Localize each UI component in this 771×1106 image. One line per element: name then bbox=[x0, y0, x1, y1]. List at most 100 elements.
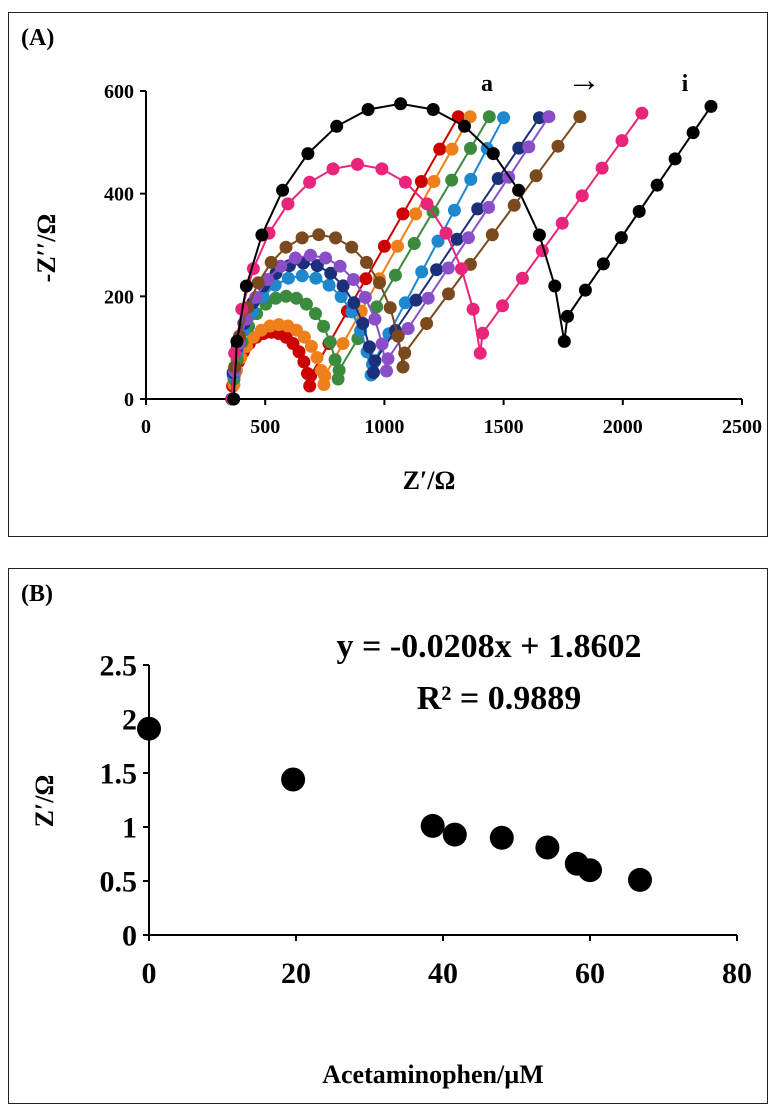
x-tick-label: 60 bbox=[575, 957, 605, 990]
series-point bbox=[303, 379, 317, 393]
series-point bbox=[318, 369, 332, 383]
series-end-label: i bbox=[682, 71, 689, 97]
series-point bbox=[295, 269, 309, 283]
series-point bbox=[328, 353, 342, 367]
y-tick-label: 1 bbox=[122, 812, 137, 845]
nyquist-plot: (A) 0 500 1000 1500 2000 2500 0 200 400 600 a → i… bbox=[21, 25, 762, 495]
series-start-label: a bbox=[481, 71, 493, 97]
series-point bbox=[345, 240, 359, 254]
y-tick-label: 0 bbox=[122, 920, 137, 953]
series-point bbox=[279, 289, 293, 303]
calibration-points bbox=[137, 716, 652, 892]
series-point bbox=[431, 234, 445, 248]
series-point bbox=[529, 169, 543, 183]
y-tick-label: 2.5 bbox=[100, 650, 138, 683]
y-tick-label: 400 bbox=[104, 184, 134, 206]
series-point bbox=[289, 291, 303, 305]
series-point bbox=[303, 175, 317, 189]
series-point bbox=[486, 147, 500, 161]
series-point bbox=[324, 266, 338, 280]
data-point bbox=[489, 825, 514, 850]
series-point bbox=[445, 142, 459, 156]
nyquist-series-6 bbox=[226, 110, 556, 406]
series-point bbox=[512, 141, 526, 155]
series-point bbox=[491, 172, 505, 185]
series-point bbox=[447, 203, 461, 217]
series-point bbox=[368, 312, 382, 326]
nyquist-series-8 bbox=[225, 106, 649, 406]
series-point bbox=[635, 106, 649, 120]
series-point bbox=[442, 287, 455, 301]
series-point bbox=[555, 216, 569, 230]
data-point bbox=[137, 716, 161, 741]
series-point bbox=[496, 299, 509, 313]
series-point bbox=[326, 162, 340, 176]
series-point bbox=[471, 202, 485, 216]
series-point bbox=[415, 265, 429, 279]
series-point bbox=[439, 226, 453, 240]
data-point bbox=[628, 867, 652, 892]
series-point bbox=[301, 147, 315, 161]
series-point bbox=[309, 307, 322, 321]
series-point bbox=[398, 175, 412, 189]
series-point bbox=[351, 157, 364, 171]
series-point bbox=[551, 139, 565, 153]
series-point bbox=[473, 346, 487, 360]
series-point bbox=[409, 207, 423, 221]
series-point bbox=[414, 175, 428, 188]
series-point bbox=[430, 263, 444, 277]
series-point bbox=[304, 369, 317, 383]
series-point bbox=[304, 339, 318, 353]
series-point bbox=[461, 231, 475, 245]
series-point bbox=[451, 110, 465, 124]
series-point bbox=[466, 302, 480, 316]
series-point bbox=[323, 335, 337, 349]
series-point bbox=[336, 337, 350, 350]
x-tick-label: 80 bbox=[722, 957, 752, 990]
nyquist-series-3 bbox=[226, 110, 496, 406]
series-point bbox=[330, 119, 344, 133]
series-point bbox=[317, 319, 331, 333]
series-point bbox=[427, 175, 441, 188]
x-tick-label: 1000 bbox=[364, 416, 404, 438]
series-point bbox=[557, 334, 571, 348]
series-point bbox=[463, 110, 477, 124]
series-point bbox=[336, 279, 350, 293]
series-point bbox=[297, 330, 311, 344]
series-point bbox=[704, 99, 718, 113]
series-point bbox=[312, 228, 326, 242]
series-point bbox=[295, 231, 309, 245]
nyquist-series-9 bbox=[227, 97, 718, 406]
series-point bbox=[532, 111, 546, 125]
series-point bbox=[561, 309, 574, 323]
y-tick-label: 200 bbox=[104, 286, 134, 308]
series-point bbox=[455, 262, 468, 276]
series-point bbox=[542, 110, 556, 124]
series-line bbox=[230, 116, 460, 400]
series-point bbox=[573, 110, 587, 124]
y-tick-label: 0 bbox=[124, 389, 134, 411]
panel-b: (B) 0 20 40 60 80 0 0.5 1 1.5 2 2.5 y = -0.0208x +… bbox=[8, 568, 768, 1104]
series-point bbox=[281, 271, 295, 285]
series-point bbox=[373, 276, 386, 290]
series-point bbox=[441, 261, 455, 275]
series-point bbox=[288, 251, 302, 265]
series-point bbox=[239, 279, 253, 293]
series-point bbox=[482, 110, 496, 124]
x-tick-label: 1500 bbox=[484, 416, 524, 438]
nyquist-axes: 0 500 1000 1500 2000 2500 0 200 400 600 bbox=[104, 81, 762, 438]
nyquist-series-7 bbox=[226, 110, 587, 406]
series-point bbox=[381, 352, 395, 366]
x-tick-label: 20 bbox=[281, 957, 311, 990]
x-axis-title: Acetaminophen/µM bbox=[322, 1060, 544, 1089]
series-point bbox=[650, 178, 664, 192]
y-tick-label: 1.5 bbox=[100, 758, 138, 791]
x-tick-label: 2000 bbox=[603, 416, 643, 438]
series-point bbox=[309, 271, 323, 285]
series-point bbox=[433, 142, 447, 156]
r-squared: R² = 0.9889 bbox=[417, 680, 582, 717]
series-point bbox=[377, 239, 391, 253]
series-point bbox=[476, 326, 490, 340]
series-point bbox=[515, 271, 529, 285]
series-point bbox=[548, 279, 562, 293]
